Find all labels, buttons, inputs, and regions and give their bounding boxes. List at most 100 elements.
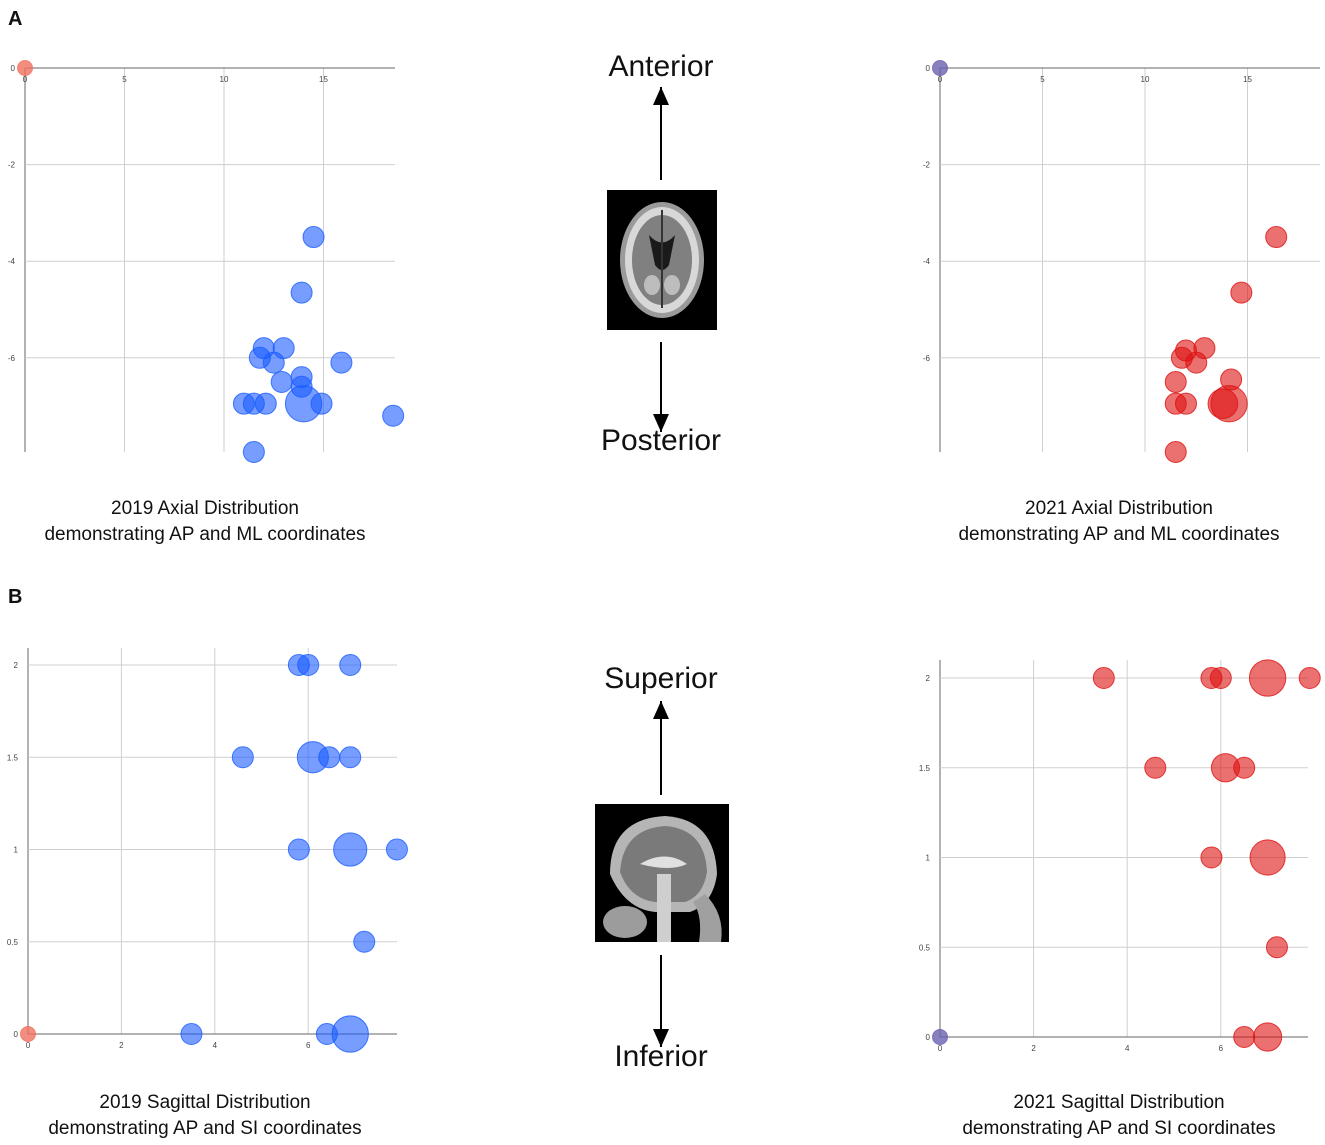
data-point [1249, 839, 1286, 876]
data-point [242, 440, 265, 463]
data-point [270, 370, 293, 393]
y-tick-label: 0 [14, 1030, 19, 1039]
data-point [231, 746, 254, 769]
y-tick-label: 1.5 [7, 753, 19, 762]
data-point [330, 351, 353, 374]
caption-axial-2021: 2021 Axial Distribution demonstrating AP… [919, 496, 1319, 548]
data-point [287, 838, 310, 861]
data-point [310, 392, 333, 415]
origin-point [932, 60, 948, 76]
data-point [1233, 1026, 1256, 1048]
panel-label-b: B [8, 586, 23, 608]
y-tick-label: 0 [11, 64, 16, 73]
caption-line-1: 2021 Axial Distribution [1025, 498, 1213, 519]
x-tick-label: 6 [306, 1041, 311, 1050]
caption-sagittal-2021: 2021 Sagittal Distribution demonstrating… [919, 1090, 1319, 1142]
data-point [1193, 337, 1216, 360]
data-point [318, 746, 341, 769]
x-tick-label: 15 [319, 75, 328, 84]
data-point [333, 832, 368, 867]
data-point [1265, 936, 1288, 959]
data-point [1298, 667, 1321, 689]
x-tick-label: 2 [119, 1041, 124, 1050]
y-tick-label: 1.5 [919, 764, 931, 773]
data-point [1265, 226, 1288, 249]
x-tick-label: 5 [122, 75, 127, 84]
caption-line-1: 2019 Axial Distribution [111, 498, 299, 519]
chart-sagittal-2021: 0 2 4 6 0 0.5 1 1.5 2 [919, 659, 1321, 1053]
superior-label: Superior [604, 662, 718, 695]
y-tick-label: -2 [8, 161, 16, 170]
y-tick-label: 1 [926, 854, 931, 863]
data-point [1209, 667, 1232, 689]
x-tick-label: 0 [26, 1041, 31, 1050]
data-point [1092, 667, 1115, 689]
y-tick-label: 0.5 [919, 943, 931, 952]
y-tick-label: 2 [926, 674, 931, 683]
anterior-label: Anterior [608, 50, 714, 83]
x-tick-label: 10 [1141, 75, 1150, 84]
posterior-label: Posterior [600, 424, 722, 457]
caption-line-1: 2021 Sagittal Distribution [1013, 1092, 1225, 1113]
caption-line-2: demonstrating AP and ML coordinates [44, 524, 366, 545]
x-tick-label: 15 [1243, 75, 1252, 84]
caption-line-2: demonstrating AP and SI coordinates [962, 1118, 1276, 1139]
data-point [382, 404, 405, 427]
data-point [1175, 392, 1197, 415]
sagittal-brain-image [595, 804, 729, 942]
caption-line-2: demonstrating AP and ML coordinates [958, 524, 1280, 545]
x-tick-label: 0 [23, 75, 28, 84]
data-point [1144, 756, 1167, 779]
data-point [385, 838, 408, 861]
inferior-label: Inferior [614, 1040, 708, 1073]
caption-axial-2019: 2019 Axial Distribution demonstrating AP… [5, 496, 405, 548]
data-point [180, 1023, 203, 1045]
x-tick-label: 4 [1125, 1044, 1130, 1053]
x-tick-label: 6 [1219, 1044, 1224, 1053]
data-point [1248, 659, 1287, 697]
data-point [1210, 384, 1248, 423]
x-tick-label: 10 [220, 75, 229, 84]
data-point [1233, 756, 1256, 779]
data-point [1253, 1022, 1283, 1052]
arrow-down-head [653, 1029, 669, 1047]
data-point [339, 654, 362, 676]
origin-point [17, 60, 33, 76]
data-point [297, 654, 320, 676]
x-tick-label: 0 [938, 75, 943, 84]
data-point [1164, 440, 1187, 463]
x-tick-label: 4 [213, 1041, 218, 1050]
arrow-up-head [653, 87, 669, 105]
y-tick-label: -6 [923, 354, 931, 363]
y-tick-label: 2 [14, 661, 19, 670]
direction-arrows [653, 87, 669, 1047]
arrow-down-head [653, 414, 669, 432]
y-tick-label: 0 [926, 1033, 931, 1042]
caption-line-1: 2019 Sagittal Distribution [99, 1092, 311, 1113]
data-point [353, 930, 376, 953]
data-point [339, 746, 362, 769]
data-point [1200, 846, 1223, 869]
y-tick-label: 0.5 [7, 938, 19, 947]
y-tick-label: -4 [923, 257, 931, 266]
data-point [302, 226, 325, 249]
data-point [1164, 370, 1187, 393]
y-tick-label: 0 [926, 64, 931, 73]
y-tick-label: -2 [923, 161, 931, 170]
arrow-up-head [653, 701, 669, 719]
data-point [331, 1015, 369, 1053]
chart-axial-2019: 0 5 10 15 0 -2 -4 -6 [8, 60, 405, 463]
chart-sagittal-2019: 0 2 4 6 0 0.5 1 1.5 2 [7, 648, 408, 1053]
y-tick-label: -6 [8, 354, 16, 363]
data-point [290, 281, 313, 304]
y-tick-label: -4 [8, 257, 16, 266]
chart-axial-2021: 0 5 10 15 0 -2 -4 -6 [923, 60, 1320, 463]
x-tick-label: 2 [1031, 1044, 1036, 1053]
origin-point [20, 1026, 36, 1042]
data-point [1230, 281, 1253, 304]
x-tick-label: 0 [938, 1044, 943, 1053]
caption-sagittal-2019: 2019 Sagittal Distribution demonstrating… [5, 1090, 405, 1142]
x-tick-label: 5 [1040, 75, 1045, 84]
caption-line-2: demonstrating AP and SI coordinates [48, 1118, 362, 1139]
